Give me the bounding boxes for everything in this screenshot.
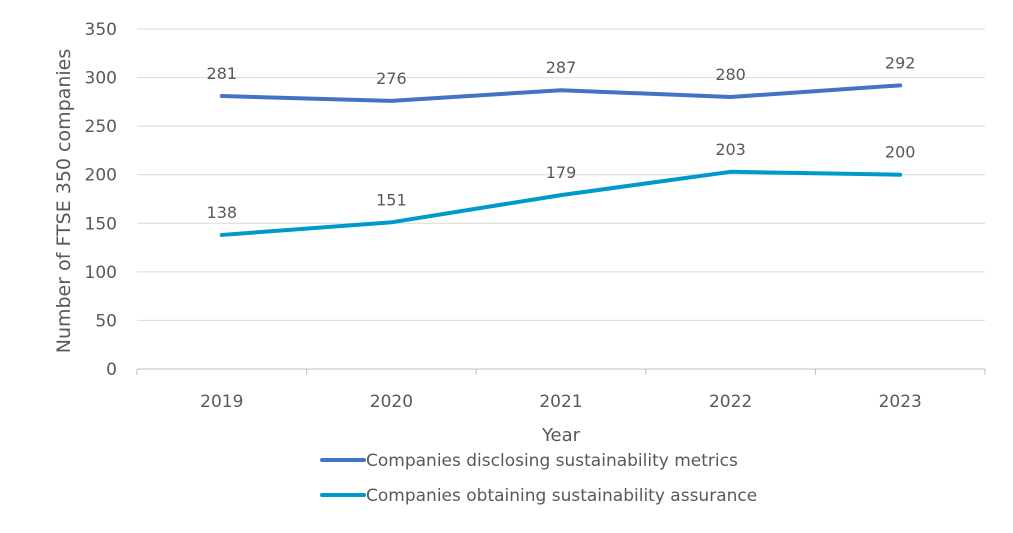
- data-label: 138: [207, 203, 238, 222]
- y-tick-label: 250: [85, 117, 117, 137]
- data-label: 287: [546, 58, 577, 77]
- x-tick-label: 2022: [709, 392, 752, 412]
- x-tick-label: 2020: [370, 392, 413, 412]
- y-tick-label: 150: [85, 214, 117, 234]
- data-label: 281: [207, 64, 238, 83]
- y-tick-label: 50: [95, 311, 117, 331]
- x-tick-label: 2021: [539, 392, 582, 412]
- data-label: 276: [376, 69, 407, 88]
- data-label: 203: [715, 140, 746, 159]
- data-label: 179: [546, 163, 577, 182]
- x-tick-label: 2019: [200, 392, 243, 412]
- y-axis-title: Number of FTSE 350 companies: [53, 49, 75, 354]
- y-tick-label: 300: [85, 69, 117, 89]
- x-axis-title: Year: [541, 425, 581, 446]
- legend-label: Companies disclosing sustainability metr…: [366, 451, 738, 471]
- x-tick-label: 2023: [879, 392, 922, 412]
- data-label: 292: [885, 53, 916, 72]
- y-tick-label: 0: [106, 360, 117, 380]
- y-tick-label: 200: [85, 166, 117, 186]
- legend-label: Companies obtaining sustainability assur…: [366, 486, 757, 506]
- data-label: 280: [715, 65, 746, 84]
- data-label: 151: [376, 190, 407, 209]
- data-label: 200: [885, 143, 916, 162]
- y-tick-label: 100: [85, 263, 117, 283]
- series-line-1: [219, 83, 903, 103]
- y-tick-label: 350: [85, 20, 117, 40]
- series-line-2: [219, 169, 903, 237]
